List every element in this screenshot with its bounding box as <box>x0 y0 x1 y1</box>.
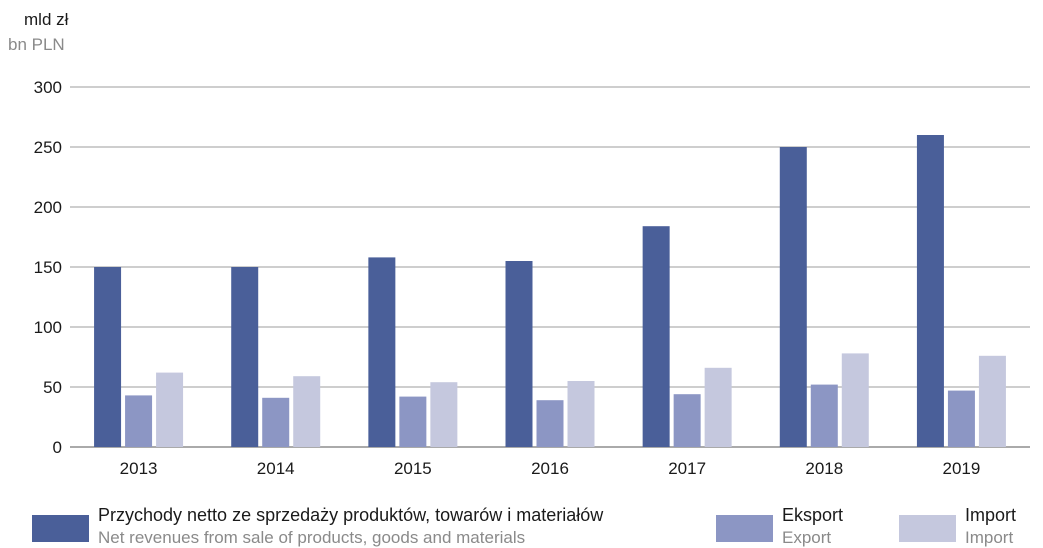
bar-revenues <box>916 135 944 447</box>
y-tick-label: 0 <box>53 438 62 457</box>
legend-label-revenues-en: Net revenues from sale of products, good… <box>98 528 526 547</box>
bar-import <box>841 353 869 447</box>
bar-export <box>673 394 701 447</box>
y-tick-label: 100 <box>34 318 62 337</box>
bar-export <box>125 395 153 447</box>
y-tick-label: 300 <box>34 78 62 97</box>
y-axis-ticks: 0 50 100 150 200 250 300 <box>34 78 62 457</box>
x-tick-label: 2015 <box>394 459 432 478</box>
bar-revenues <box>779 147 807 447</box>
legend-label-import: Import <box>965 505 1017 525</box>
x-tick-label: 2016 <box>531 459 569 478</box>
legend-item-export: Eksport Export <box>716 505 876 547</box>
y-tick-label: 50 <box>43 378 62 397</box>
y-tick-label: 150 <box>34 258 62 277</box>
legend-swatch-revenues <box>32 515 89 542</box>
y-tick-label: 250 <box>34 138 62 157</box>
x-tick-label: 2019 <box>943 459 981 478</box>
x-tick-label: 2014 <box>257 459 295 478</box>
bar-revenues <box>505 261 533 447</box>
bar-export <box>399 396 427 447</box>
bar-import <box>430 382 458 447</box>
legend-label-export: Eksport <box>782 505 844 525</box>
y-tick-label: 200 <box>34 198 62 217</box>
gridlines <box>70 86 1030 448</box>
legend-label-import-en: Import <box>965 528 1014 547</box>
bar-import <box>567 381 595 447</box>
y-unit-label: mld zł <box>24 10 69 29</box>
bars <box>94 135 1006 447</box>
x-tick-label: 2013 <box>120 459 158 478</box>
bar-export <box>810 384 838 447</box>
legend-swatch-export <box>716 515 773 542</box>
bar-import <box>293 376 321 447</box>
x-axis-ticks: 2013 2014 2015 2016 2017 2018 2019 <box>120 459 981 478</box>
legend-swatch-import <box>899 515 956 542</box>
bar-export <box>947 390 975 447</box>
legend-item-import: Import Import <box>899 505 1039 547</box>
bar-revenues <box>231 267 259 447</box>
bar-revenues <box>94 267 122 447</box>
bar-import <box>156 372 184 447</box>
x-tick-label: 2017 <box>668 459 706 478</box>
bar-import <box>704 367 732 447</box>
legend-label-revenues: Przychody netto ze sprzedaży produktów, … <box>98 505 604 525</box>
bar-export <box>262 397 290 447</box>
bar-import <box>978 355 1006 447</box>
legend-item-revenues: Przychody netto ze sprzedaży produktów, … <box>32 505 692 547</box>
y-unit-label-en: bn PLN <box>8 35 65 54</box>
legend-label-export-en: Export <box>782 528 832 547</box>
bar-revenues <box>368 257 396 447</box>
bar-export <box>536 400 564 447</box>
x-tick-label: 2018 <box>805 459 843 478</box>
bar-revenues <box>642 226 670 447</box>
